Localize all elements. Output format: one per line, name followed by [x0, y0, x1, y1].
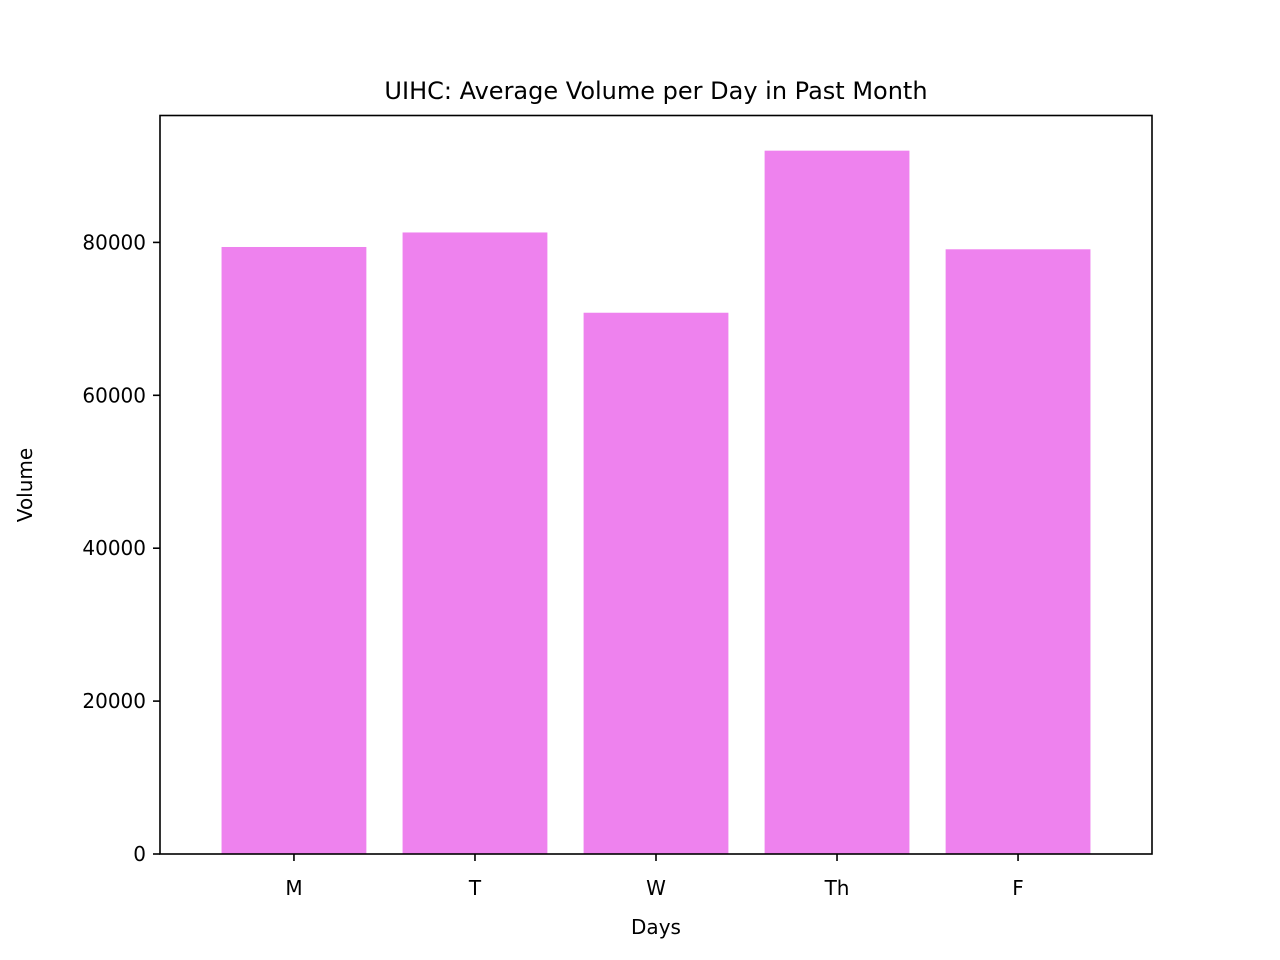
x-tick-label: Th [824, 876, 850, 900]
x-tick-label: M [285, 876, 302, 900]
y-axis-ticks: 0 20000 40000 60000 80000 [82, 230, 160, 866]
y-tick-label: 80000 [82, 230, 146, 254]
x-axis-label: Days [631, 915, 681, 939]
y-tick-label: 40000 [82, 536, 146, 560]
bar-w [583, 312, 729, 854]
bars-group [221, 150, 1091, 855]
bar-m [221, 246, 367, 855]
bar-t [402, 232, 548, 854]
x-tick-label: W [646, 876, 666, 900]
x-tick-label: T [468, 876, 482, 900]
chart-title: UIHC: Average Volume per Day in Past Mon… [384, 77, 927, 105]
x-tick-label: F [1012, 876, 1024, 900]
x-axis-ticks: M T W Th F [285, 854, 1024, 900]
y-tick-label: 60000 [82, 383, 146, 407]
bar-th [764, 150, 910, 854]
y-tick-label: 0 [133, 842, 146, 866]
y-tick-label: 20000 [82, 689, 146, 713]
plot-frame [159, 114, 1153, 855]
y-axis-label: Volume [13, 448, 37, 522]
bar-f [945, 249, 1091, 854]
